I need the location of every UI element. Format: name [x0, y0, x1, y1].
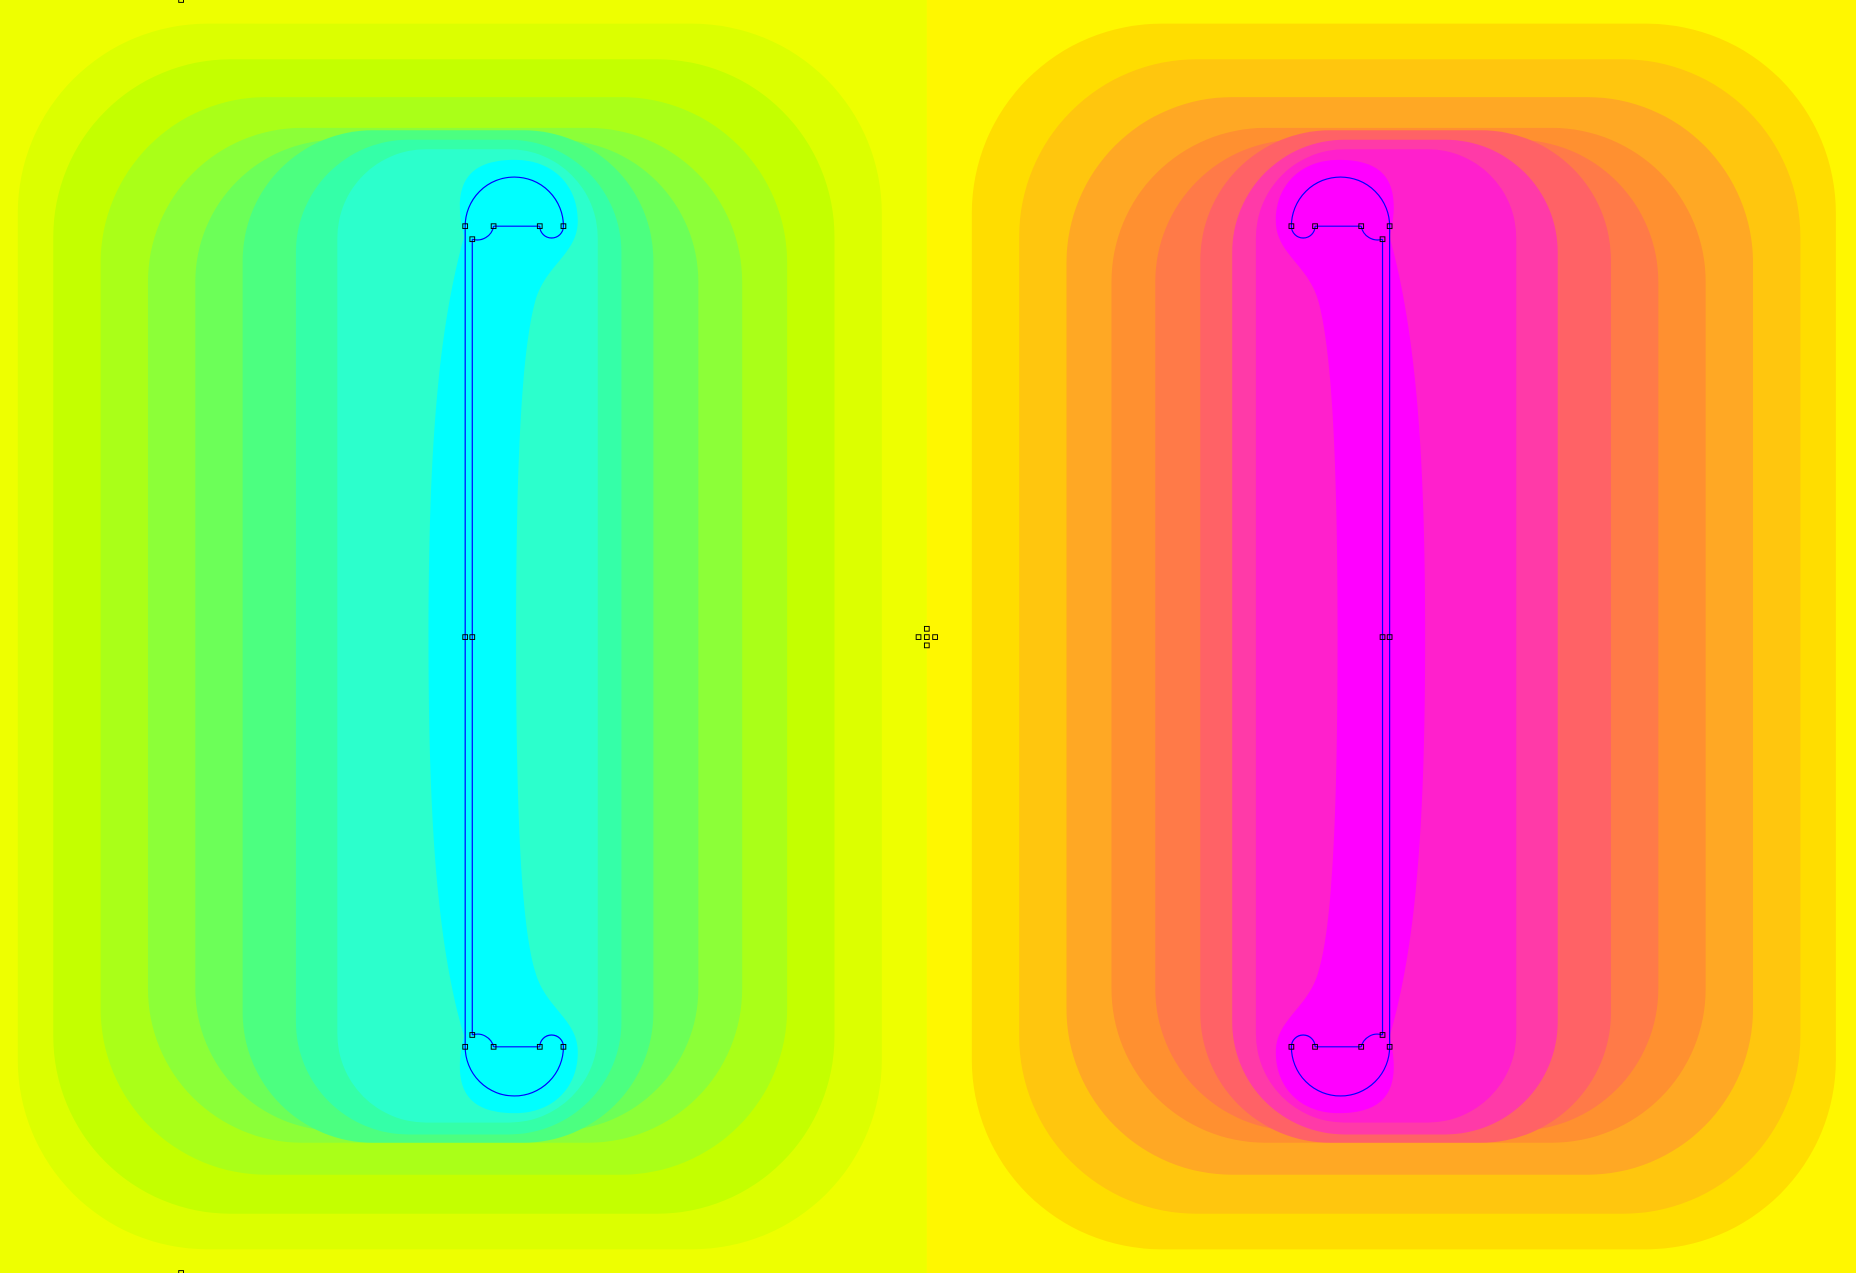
mesh-node: [1386, 1043, 1393, 1050]
mesh-node: [178, 1270, 184, 1273]
mesh-nodes: [178, 0, 1393, 1273]
left-core-region: [428, 159, 578, 1114]
mesh-node: [1312, 1043, 1318, 1050]
mesh-node: [1379, 236, 1386, 243]
mesh-node: [469, 634, 476, 640]
mesh-node: [1288, 1043, 1295, 1050]
mesh-node: [560, 1043, 567, 1050]
mesh-node: [536, 1043, 543, 1050]
mesh-node: [536, 223, 543, 230]
mesh-node: [1379, 1032, 1386, 1038]
left-coil-outline: [464, 176, 565, 1097]
mesh-node: [462, 1043, 469, 1050]
right-coil-outline: [1290, 176, 1391, 1097]
mesh-node: [178, 0, 184, 3]
left-contour-bands: [0, 0, 927, 1273]
mesh-node: [469, 236, 476, 243]
mesh-node: [1312, 223, 1318, 230]
mesh-node: [1358, 223, 1365, 230]
mesh-node: [923, 642, 930, 649]
right-core-region: [1275, 159, 1426, 1114]
mesh-node: [469, 1032, 476, 1038]
mesh-node: [560, 223, 567, 230]
mesh-node: [1386, 223, 1393, 230]
mesh-node: [1288, 223, 1295, 230]
mesh-node: [1386, 634, 1393, 640]
right-contour-bands: [926, 0, 1856, 1273]
mesh-node: [932, 634, 938, 640]
coil-outlines: [464, 176, 1391, 1097]
mesh-node: [462, 223, 469, 230]
mesh-node: [1358, 1043, 1365, 1050]
mesh-node: [923, 634, 930, 640]
mesh-node: [923, 625, 930, 632]
mesh-node: [490, 223, 497, 230]
mesh-node: [915, 634, 922, 640]
mesh-node: [490, 1043, 497, 1050]
mesh-node: [462, 634, 469, 640]
mesh-node: [1379, 634, 1386, 640]
